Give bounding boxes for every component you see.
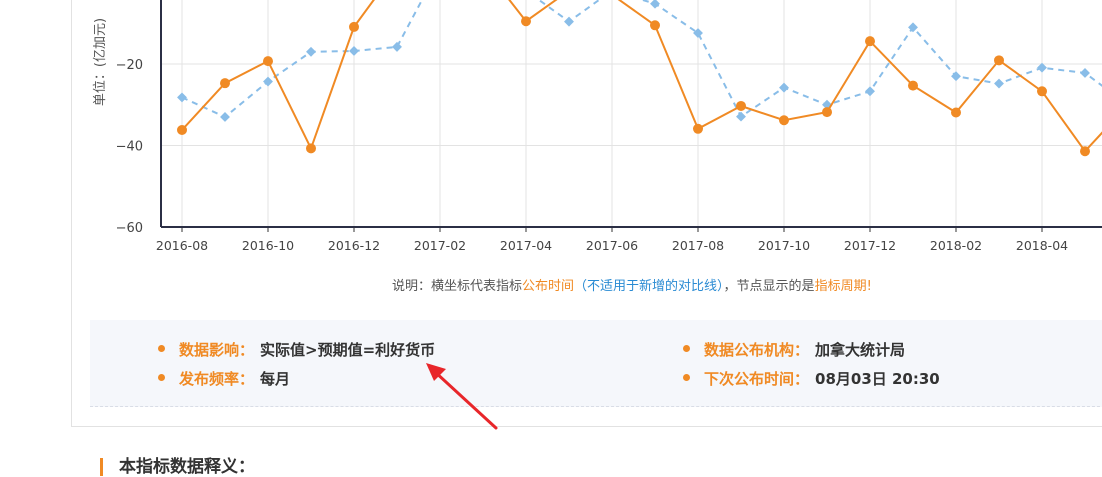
data-point-diamond (306, 46, 316, 57)
data-point-circle (822, 107, 832, 118)
data-point-diamond (779, 82, 789, 93)
info-box: 数据影响： 实际值>预期值=利好货币 发布频率： 每月 数据公布机构： 加拿大统计局 … (90, 320, 1102, 407)
bullet-dot (158, 374, 165, 381)
y-tick-label: −60 (116, 221, 143, 236)
data-point-diamond (908, 22, 918, 33)
data-point-diamond (951, 71, 961, 82)
impact-key: 数据影响： (179, 341, 255, 359)
x-tick-label: 2017-12 (844, 238, 896, 253)
info-next-release: 下次公布时间： 08月03日 20:30 (683, 368, 940, 389)
x-tick-label: 2016-12 (328, 238, 380, 253)
note-publish-time: 公布时间 (522, 279, 575, 294)
note-text-2: ，节点显示的是 (723, 279, 815, 294)
series-line-2 (181, 0, 1102, 119)
data-point-circle (177, 125, 187, 136)
data-point-circle (650, 20, 660, 31)
data-point-diamond (1080, 68, 1090, 78)
note-compare-line: （不适用于新增的对比线） (574, 279, 724, 294)
data-point-circle (994, 55, 1004, 66)
data-point-diamond (392, 41, 402, 52)
line-chart: 2016-08 2016-10 2016-12 2017-02 2017-04 2017-… (93, 0, 1102, 253)
x-tick-label: 2016-10 (242, 238, 294, 253)
data-point-diamond (220, 112, 230, 122)
data-point-circle (1037, 86, 1047, 97)
x-tick-label: 2017-08 (672, 238, 724, 253)
data-point-circle (263, 56, 273, 67)
info-impact: 数据影响： 实际值>预期值=利好货币 (158, 339, 435, 360)
chart-series (177, 0, 1102, 157)
frequency-key: 发布频率： (179, 370, 255, 388)
data-point-diamond (650, 0, 660, 9)
y-axis-label: 单位：(亿加元) (93, 18, 108, 106)
x-tick-label: 2017-02 (414, 238, 466, 253)
x-tick-label: 2017-10 (758, 238, 810, 253)
data-point-circle (736, 100, 746, 111)
data-point-diamond (693, 28, 703, 38)
note-period: 指标周期 (814, 279, 867, 294)
data-point-circle (521, 16, 531, 27)
bullet-dot (158, 345, 165, 352)
title-accent-bar (100, 458, 103, 476)
note-exclaim: ! (866, 279, 872, 294)
data-point-diamond (736, 111, 746, 122)
data-point-circle (908, 80, 918, 91)
data-point-diamond (994, 78, 1004, 89)
data-point-diamond (1037, 62, 1047, 73)
data-point-circle (349, 21, 359, 32)
data-point-diamond (865, 86, 875, 97)
info-agency: 数据公布机构： 加拿大统计局 (683, 339, 905, 360)
data-point-diamond (564, 16, 574, 27)
y-tick-label: −40 (116, 140, 143, 155)
data-point-circle (306, 143, 316, 154)
x-tick-label: 2018-04 (1016, 238, 1068, 253)
agency-value: 加拿大统计局 (815, 341, 906, 359)
x-tick-label: 2016-08 (156, 238, 208, 253)
data-point-circle (951, 107, 961, 118)
info-frequency: 发布频率： 每月 (158, 368, 290, 389)
x-tick-label: 2018-02 (930, 238, 982, 253)
data-point-circle (220, 78, 230, 89)
data-point-diamond (349, 46, 359, 56)
data-point-circle (693, 123, 703, 134)
frequency-value: 每月 (260, 370, 291, 388)
x-tick-label: 2017-04 (500, 238, 552, 253)
data-point-circle (779, 115, 789, 126)
series-line-1 (181, 0, 1102, 153)
bullet-dot (683, 345, 690, 352)
agency-key: 数据公布机构： (704, 341, 810, 359)
y-tick-label: −20 (116, 58, 143, 73)
data-point-diamond (177, 92, 187, 103)
note-text-1: 说明：横坐标代表指标 (392, 279, 523, 294)
section-title-text: 本指标数据释义： (119, 457, 255, 477)
data-point-diamond (263, 76, 273, 87)
impact-value: 实际值>预期值=利好货币 (260, 341, 436, 359)
data-point-circle (1080, 146, 1090, 157)
x-tick-label: 2017-06 (586, 238, 638, 253)
chart-note: 说明：横坐标代表指标公布时间（不适用于新增的对比线），节点显示的是指标周期! (392, 275, 872, 294)
chart-axes: 2016-08 2016-10 2016-12 2017-02 2017-04 2017-… (116, 0, 1102, 253)
next-release-key: 下次公布时间： (704, 370, 810, 388)
bullet-dot (683, 374, 690, 381)
red-arrow-annotation (426, 363, 498, 430)
data-point-circle (865, 36, 875, 47)
next-release-value: 08月03日 20:30 (815, 370, 940, 388)
